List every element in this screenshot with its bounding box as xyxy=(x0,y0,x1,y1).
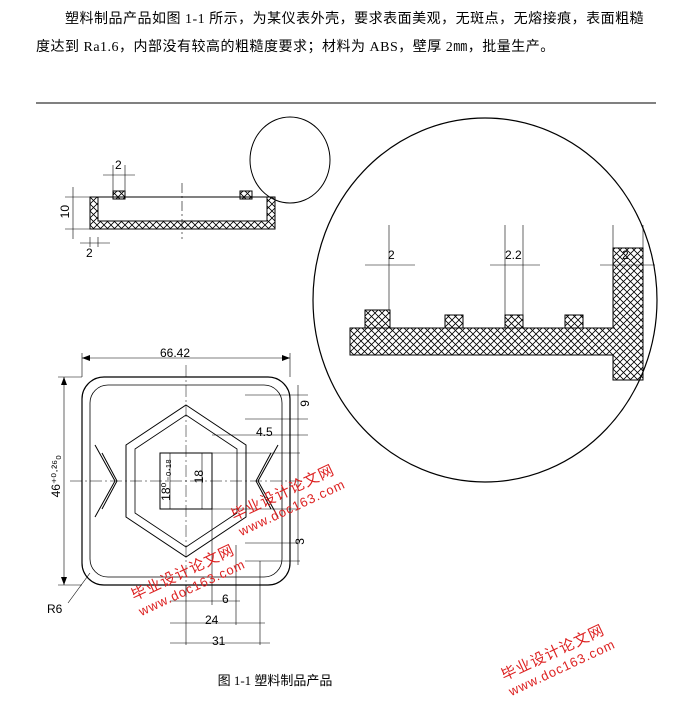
dim-plan-width: 66.42 xyxy=(160,346,190,360)
dim-3: 3 xyxy=(293,538,307,545)
figure-caption: 图 1-1 塑料制品产品 xyxy=(175,670,375,689)
dim-18: 18 xyxy=(192,470,206,483)
dim-detail-mid: 2.2 xyxy=(505,248,522,262)
dim-18t: 18⁰₋₀.₁₈ xyxy=(159,459,173,501)
dim-24: 24 xyxy=(205,613,218,627)
dim-side-height: 10 xyxy=(58,205,72,218)
dim-9: 9 xyxy=(298,400,312,407)
divider-line xyxy=(36,102,656,104)
dim-detail-right: 2 xyxy=(622,248,629,262)
plan-view xyxy=(40,345,330,655)
dim-side-top: 2 xyxy=(115,158,122,172)
dim-detail-left: 2 xyxy=(388,248,395,262)
dim-4-5: 4.5 xyxy=(256,425,273,439)
detail-circle-large xyxy=(305,110,665,490)
dim-6: 6 xyxy=(222,592,229,606)
description-paragraph: 塑料制品产品如图 1-1 所示，为某仪表外壳，要求表面美观，无斑点，无熔接痕，表… xyxy=(36,6,646,62)
dim-side-bot: 2 xyxy=(86,246,93,260)
dim-plan-height: 46⁺⁰·²⁶₀ xyxy=(49,455,63,497)
watermark-3: 毕业设计论文网 www.doc163.com xyxy=(497,617,618,700)
dim-31: 31 xyxy=(212,634,225,648)
dim-plan-r: R6 xyxy=(47,602,62,616)
